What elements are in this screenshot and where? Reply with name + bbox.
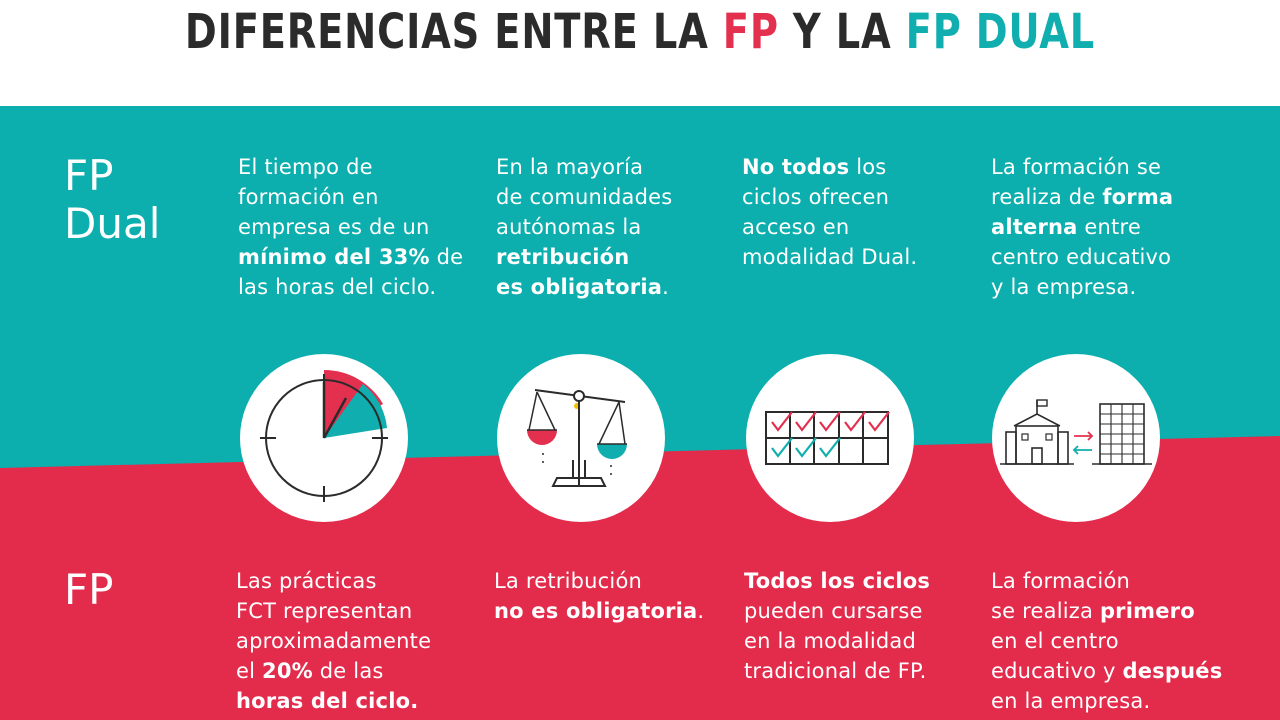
fp-column-3-text: Todos los ciclos pueden cursarse en la m…	[744, 569, 931, 683]
fp-column-2-text: La retribución no es obligatoria.	[494, 569, 705, 623]
fp-label: FP	[64, 565, 114, 614]
title-fp-dual: FP DUAL	[905, 4, 1096, 60]
checklist-icon	[765, 411, 890, 465]
dual-column-1-text: El tiempo de formación en empresa es de …	[238, 155, 464, 299]
dual-column-2-text: En la mayoría de comunidades autónomas l…	[496, 155, 673, 299]
school-company-icon	[1000, 399, 1152, 465]
fp-dual-label: FP Dual	[64, 151, 161, 248]
checklist-circle	[746, 354, 914, 522]
title-fp: FP	[722, 4, 779, 60]
fp-column-4-text: La formación se realiza primero en el ce…	[991, 569, 1223, 713]
dual-column-4-text: La formación se realiza de forma alterna…	[991, 155, 1174, 299]
fp-column-1-text: Las prácticas FCT representan aproximada…	[236, 569, 432, 713]
clock-icon	[260, 369, 388, 502]
school-company-circle	[992, 354, 1160, 522]
page-title: DIFERENCIAS ENTRE LA FP Y LA FP DUAL	[184, 4, 1096, 60]
dual-column-3-text: No todos los ciclos ofrecen acceso en mo…	[742, 155, 918, 269]
scale-icon	[527, 389, 627, 487]
clock-circle	[240, 354, 408, 522]
scale-circle	[497, 354, 665, 522]
